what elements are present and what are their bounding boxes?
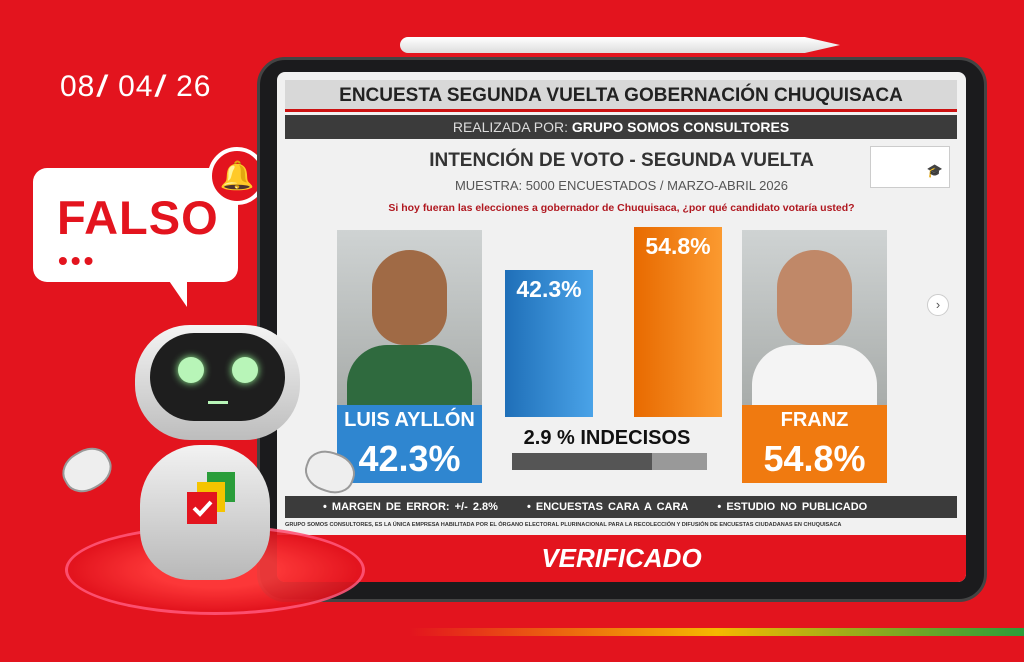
author-label: REALIZADA POR: [452, 119, 568, 135]
candidate-name: LUIS AYLLÓN [337, 405, 482, 435]
bar-chart: 42.3% 54.8% [277, 72, 966, 417]
note-unpublished: • ESTUDIO NO PUBLICADO [717, 501, 868, 513]
ellipsis-icon: ••• [58, 245, 97, 276]
poll-author: REALIZADA POR: GRUPO SOMOS CONSULTORES [285, 115, 957, 139]
bar-garcia [634, 227, 722, 417]
poll-graphic: ENCUESTA SEGUNDA VUELTA GOBERNACIÓN CHUQ… [277, 72, 966, 582]
bar-label: 54.8% [645, 233, 711, 259]
verified-banner: VERIFICADO [277, 535, 966, 582]
bell-icon: 🔔 [208, 147, 266, 205]
date-month: 04 [118, 70, 154, 103]
poll-title: ENCUESTA SEGUNDA VUELTA GOBERNACIÓN CHUQ… [285, 80, 957, 112]
date-day: 08 [60, 70, 96, 103]
bar-label: 42.3% [516, 276, 582, 303]
checkmark-flag-icon [187, 472, 235, 524]
robot-eye [178, 357, 204, 383]
flag-stripe [0, 628, 1024, 636]
undecided-label: 2.9 % INDECISOS [523, 427, 691, 449]
somos-logo: 🎓 [870, 146, 950, 188]
author-value: GRUPO SOMOS CONSULTORES [571, 119, 790, 135]
verdict-bubble [33, 168, 238, 282]
candidate-photo-ayllon [337, 230, 482, 405]
robot-hand-left [55, 440, 119, 500]
poll-question: Si hoy fueran las elecciones a gobernado… [388, 202, 855, 214]
sample-info: MUESTRA: 5000 ENCUESTADOS / MARZO-ABRIL … [454, 178, 789, 193]
candidate-percent: 54.8% [742, 435, 887, 483]
date-year: 26 [176, 70, 212, 103]
undecided-bar [512, 453, 707, 470]
stylus-pencil [400, 37, 840, 53]
bar-ayllon [505, 270, 593, 417]
candidate-percent: 42.3% [337, 435, 482, 483]
verdict-label: FALSO [57, 191, 219, 244]
candidate-photo-garcia [742, 230, 887, 405]
note-method: • ENCUESTAS CARA A CARA [526, 501, 689, 513]
note-margin: • MARGEN DE ERROR: +/- 2.8% [323, 501, 498, 513]
chart-heading: INTENCIÓN DE VOTO - SEGUNDA VUELTA [429, 150, 814, 171]
bubble-tail [165, 275, 187, 307]
next-slide-button[interactable]: › [927, 294, 949, 316]
poll-notes: • MARGEN DE ERROR: +/- 2.8% • ENCUESTAS … [285, 496, 957, 518]
date-stamp: 08/ 04/ 26 [60, 70, 212, 103]
robot-eye [232, 357, 258, 383]
fine-print: GRUPO SOMOS CONSULTORES, ES LA ÚNICA EMP… [285, 522, 842, 528]
robot-face [150, 333, 285, 421]
robot-mouth [208, 401, 228, 404]
